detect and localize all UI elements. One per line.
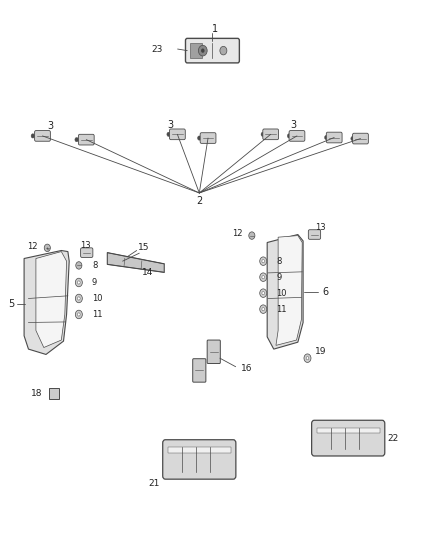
Text: 23: 23: [152, 45, 163, 53]
Circle shape: [262, 276, 265, 279]
Circle shape: [75, 294, 82, 303]
Circle shape: [198, 136, 201, 140]
Circle shape: [78, 281, 80, 284]
FancyBboxPatch shape: [308, 230, 321, 239]
Circle shape: [262, 260, 265, 263]
Circle shape: [76, 262, 82, 269]
Circle shape: [287, 134, 291, 138]
Circle shape: [75, 310, 82, 319]
Text: 11: 11: [92, 310, 102, 319]
FancyBboxPatch shape: [289, 131, 305, 141]
Circle shape: [167, 132, 170, 136]
Text: 3: 3: [168, 120, 174, 130]
Text: 15: 15: [138, 244, 149, 252]
Text: 22: 22: [387, 434, 399, 442]
Circle shape: [220, 46, 227, 55]
Circle shape: [44, 244, 50, 252]
Circle shape: [75, 278, 82, 287]
Circle shape: [260, 257, 267, 265]
FancyBboxPatch shape: [263, 129, 279, 140]
Circle shape: [260, 273, 267, 281]
Text: 21: 21: [149, 480, 160, 488]
Circle shape: [260, 305, 267, 313]
Polygon shape: [24, 251, 69, 354]
Polygon shape: [276, 236, 302, 345]
Text: 8: 8: [276, 257, 282, 265]
Circle shape: [351, 136, 354, 141]
Circle shape: [260, 289, 267, 297]
Bar: [49, 388, 59, 399]
Text: 5: 5: [8, 299, 14, 309]
FancyBboxPatch shape: [207, 340, 220, 364]
Circle shape: [249, 232, 255, 239]
Circle shape: [306, 357, 309, 360]
Text: 9: 9: [92, 278, 97, 287]
Polygon shape: [107, 253, 164, 272]
FancyBboxPatch shape: [311, 420, 385, 456]
Text: 18: 18: [32, 389, 43, 398]
FancyBboxPatch shape: [200, 133, 216, 143]
Circle shape: [304, 354, 311, 362]
Bar: [317, 427, 379, 433]
FancyBboxPatch shape: [162, 440, 236, 479]
Text: 10: 10: [276, 289, 287, 297]
Text: 3: 3: [47, 122, 53, 131]
Text: 6: 6: [322, 287, 328, 297]
Text: 12: 12: [27, 242, 37, 251]
Text: 8: 8: [92, 261, 97, 270]
FancyBboxPatch shape: [326, 132, 342, 143]
Bar: [168, 447, 230, 453]
FancyBboxPatch shape: [193, 359, 206, 382]
Polygon shape: [36, 252, 67, 348]
Text: 13: 13: [315, 223, 326, 231]
Circle shape: [261, 132, 265, 136]
Text: 1: 1: [212, 24, 218, 34]
Circle shape: [75, 138, 78, 142]
Text: 14: 14: [142, 269, 154, 277]
Circle shape: [31, 134, 35, 138]
Text: 2: 2: [196, 196, 202, 206]
Text: 11: 11: [276, 305, 287, 313]
Text: 3: 3: [290, 120, 297, 130]
Text: 16: 16: [241, 365, 252, 373]
Text: 10: 10: [92, 294, 102, 303]
FancyBboxPatch shape: [170, 129, 185, 140]
FancyBboxPatch shape: [78, 134, 94, 145]
FancyBboxPatch shape: [186, 38, 239, 63]
Text: 19: 19: [315, 348, 327, 356]
Polygon shape: [267, 235, 303, 349]
Circle shape: [325, 135, 328, 140]
Circle shape: [198, 45, 207, 56]
Circle shape: [78, 297, 80, 300]
Circle shape: [262, 292, 265, 295]
FancyBboxPatch shape: [35, 131, 50, 141]
Bar: [190, 43, 202, 58]
Text: 12: 12: [232, 229, 242, 238]
Circle shape: [201, 49, 205, 53]
FancyBboxPatch shape: [353, 133, 368, 144]
Circle shape: [262, 308, 265, 311]
Circle shape: [78, 313, 80, 316]
FancyBboxPatch shape: [81, 248, 93, 257]
Text: 9: 9: [276, 273, 282, 281]
Text: 13: 13: [80, 241, 91, 249]
